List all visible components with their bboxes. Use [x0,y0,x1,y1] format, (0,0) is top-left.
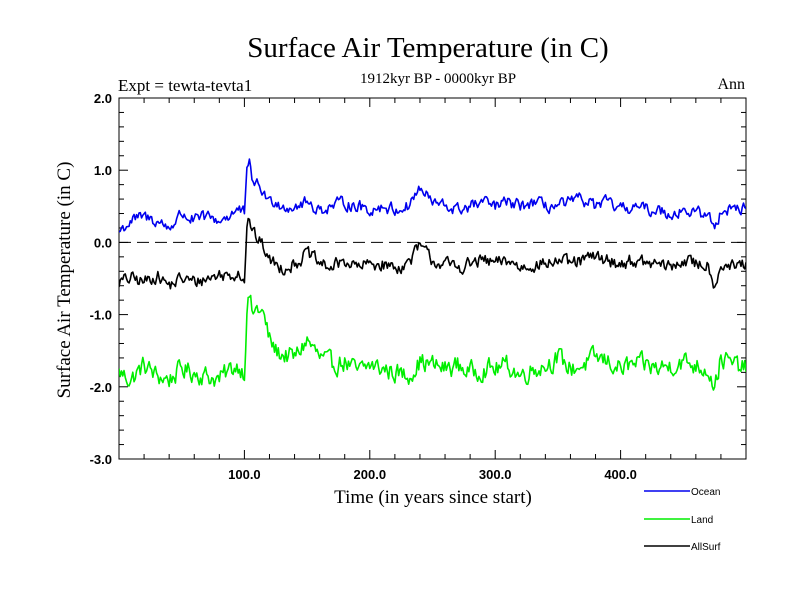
period-label: Ann [717,76,745,93]
legend: Ocean Land AllSurf [644,487,721,553]
plot-frame [118,97,747,460]
legend-label-ocean: Ocean [691,487,720,498]
y-tick-label: 0.0 [94,235,112,250]
experiment-label: Expt = tewta-tevta1 [118,76,252,95]
legend-label-allsurf: AllSurf [691,542,721,553]
x-tick-label: 400.0 [604,467,637,482]
x-tick-label: 200.0 [354,467,387,482]
x-tick-label: 100.0 [228,467,261,482]
series-line-ocean [119,158,746,233]
x-axis-label: Time (in years since start) [334,487,532,508]
chart-subtitle: 1912kyr BP - 0000kyr BP [360,71,516,87]
x-tick-label: 300.0 [479,467,512,482]
plot-area: 100.0 200.0 300.0 400.0 2.0 1.0 0.0 -1.0 -2.0 -3.… [90,91,747,482]
y-tick-label: -2.0 [90,380,112,395]
chart-title: Surface Air Temperature (in C) [247,32,608,64]
y-tick-label: 2.0 [94,91,112,106]
series-line-allsurf [119,217,746,290]
y-tick-label: -3.0 [90,452,112,467]
y-tick-label: 1.0 [94,163,112,178]
legend-label-land: Land [691,515,713,526]
y-axis-label: Surface Air Temperature (in C) [54,162,75,399]
series-line-land [119,294,746,391]
y-tick-label: -1.0 [90,308,112,323]
